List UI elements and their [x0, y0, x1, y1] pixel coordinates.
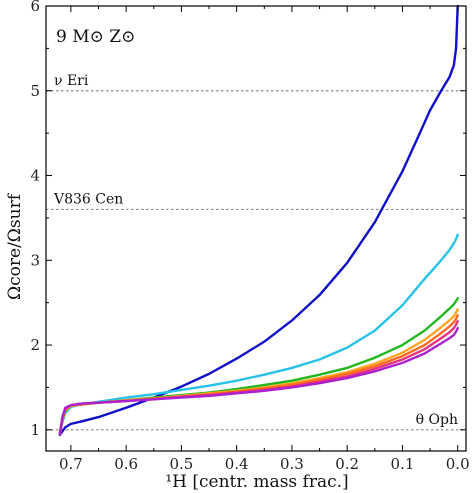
x-tick-label: 0.3 [280, 455, 304, 473]
reference-label: θ Oph [416, 412, 458, 428]
y-tick-label: 5 [30, 82, 40, 100]
y-tick-label: 2 [30, 336, 40, 354]
reference-label: V836 Cen [53, 191, 123, 207]
series-line [58, 320, 459, 436]
annotations: ν Eri V836 Cen θ Oph [53, 73, 458, 428]
x-tick-label: 0.1 [391, 455, 415, 473]
chart-title: 9 M⊙ Z⊙ [56, 27, 135, 47]
y-tick-label: 6 [30, 0, 40, 15]
x-tick-label: 0.7 [59, 455, 83, 473]
series-line [58, 4, 459, 437]
series-lines [58, 4, 459, 437]
series-line [58, 297, 459, 436]
y-ticks: 1 2 3 4 5 6 [30, 0, 466, 439]
y-tick-label: 1 [30, 421, 40, 439]
reference-label: ν Eri [54, 73, 89, 89]
series-line [58, 308, 459, 436]
x-tick-label: 0.2 [335, 455, 359, 473]
x-tick-label: 0.5 [169, 455, 193, 473]
y-tick-label: 4 [30, 167, 40, 185]
series-line [58, 233, 459, 436]
series-line [58, 326, 459, 436]
y-axis-label: Ωcore/Ωsurf [5, 192, 25, 300]
x-tick-label: 0.0 [446, 455, 470, 473]
x-tick-label: 0.4 [225, 455, 249, 473]
y-tick-label: 3 [30, 251, 40, 269]
x-axis-label: ¹H [centr. mass frac.] [165, 472, 348, 492]
reference-lines [46, 90, 466, 431]
plot-frame [45, 5, 467, 452]
x-tick-label: 0.6 [114, 455, 138, 473]
x-ticks: 0.7 0.6 0.5 0.4 0.3 0.2 0.1 0.0 [59, 6, 470, 473]
